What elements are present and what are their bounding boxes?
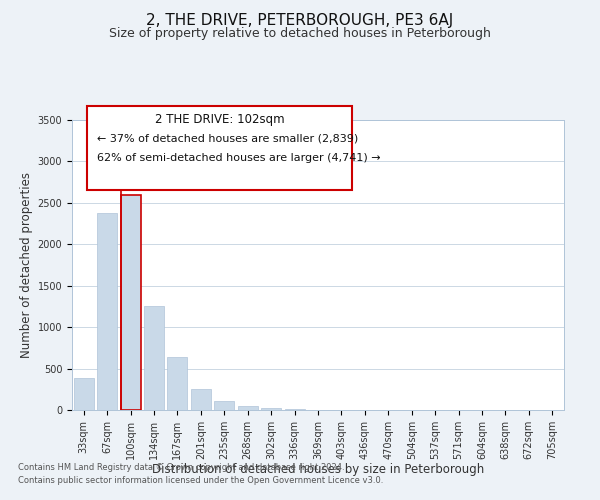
Bar: [97, 213, 117, 410]
Text: Contains HM Land Registry data © Crown copyright and database right 2024.: Contains HM Land Registry data © Crown c…: [18, 464, 344, 472]
X-axis label: Distribution of detached houses by size in Peterborough: Distribution of detached houses by size …: [152, 464, 484, 476]
Bar: [74, 378, 94, 410]
Text: 2, THE DRIVE, PETERBOROUGH, PE3 6AJ: 2, THE DRIVE, PETERBOROUGH, PE3 6AJ: [146, 12, 454, 28]
Text: Contains public sector information licensed under the Open Government Licence v3: Contains public sector information licen…: [18, 476, 383, 485]
Text: Size of property relative to detached houses in Peterborough: Size of property relative to detached ho…: [109, 28, 491, 40]
Bar: [144, 306, 164, 410]
Y-axis label: Number of detached properties: Number of detached properties: [20, 172, 34, 358]
Bar: [238, 406, 257, 410]
Bar: [214, 401, 234, 410]
Bar: [261, 408, 281, 410]
FancyBboxPatch shape: [87, 106, 352, 190]
Text: 62% of semi-detached houses are larger (4,741) →: 62% of semi-detached houses are larger (…: [97, 154, 380, 164]
Text: 2 THE DRIVE: 102sqm: 2 THE DRIVE: 102sqm: [155, 112, 284, 126]
Bar: [121, 194, 140, 410]
Bar: [167, 357, 187, 410]
Text: ← 37% of detached houses are smaller (2,839): ← 37% of detached houses are smaller (2,…: [97, 133, 358, 143]
Bar: [191, 389, 211, 410]
